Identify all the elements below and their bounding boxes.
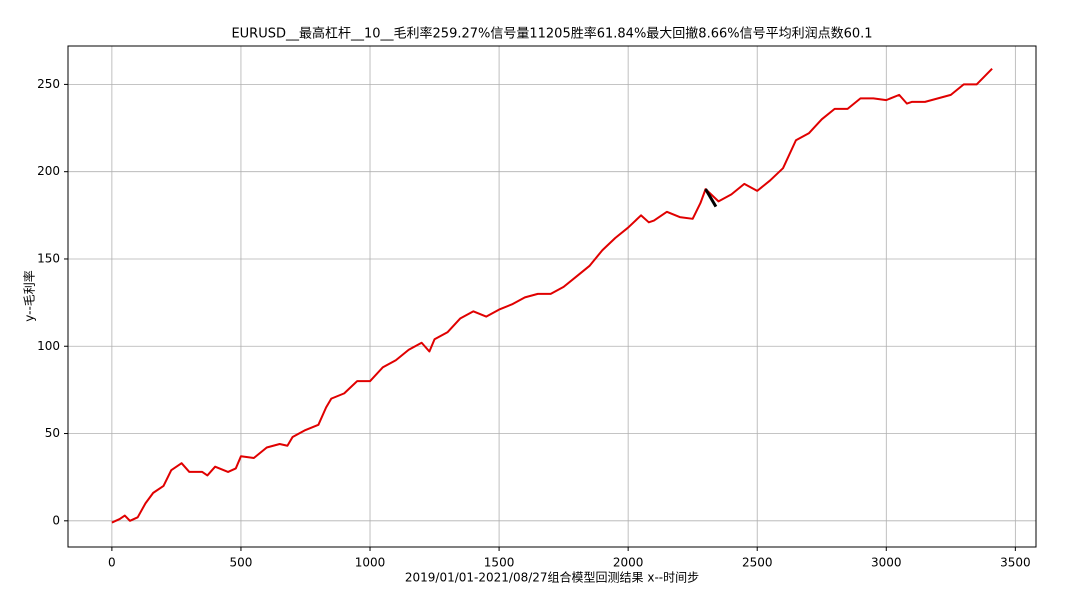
line-series (111, 67, 993, 524)
y-tick-label: 150 (37, 251, 60, 265)
x-tick-label: 2500 (742, 556, 773, 570)
y-tick-label: 100 (37, 339, 60, 353)
x-tick-label: 500 (229, 556, 252, 570)
chart-title: EURUSD__最高杠杆__10__毛利率259.27%信号量11205胜率61… (231, 26, 872, 42)
y-tick-label: 200 (37, 164, 60, 178)
line-series (704, 188, 718, 208)
x-tick-label: 2000 (613, 556, 644, 570)
y-axis-label: y--毛利率 (22, 270, 37, 322)
x-tick-label: 3500 (1000, 556, 1031, 570)
y-tick-label: 250 (37, 77, 60, 91)
y-tick-label: 50 (45, 426, 60, 440)
x-axis-label: 2019/01/01-2021/08/27组合模型回测结果 x--时间步 (405, 570, 699, 585)
x-tick-label: 3000 (871, 556, 902, 570)
plot-frame (67, 45, 1037, 548)
x-tick-label: 1500 (484, 556, 515, 570)
x-tick-label: 1000 (355, 556, 386, 570)
x-tick-label: 0 (108, 556, 116, 570)
y-tick-label: 0 (52, 513, 60, 527)
